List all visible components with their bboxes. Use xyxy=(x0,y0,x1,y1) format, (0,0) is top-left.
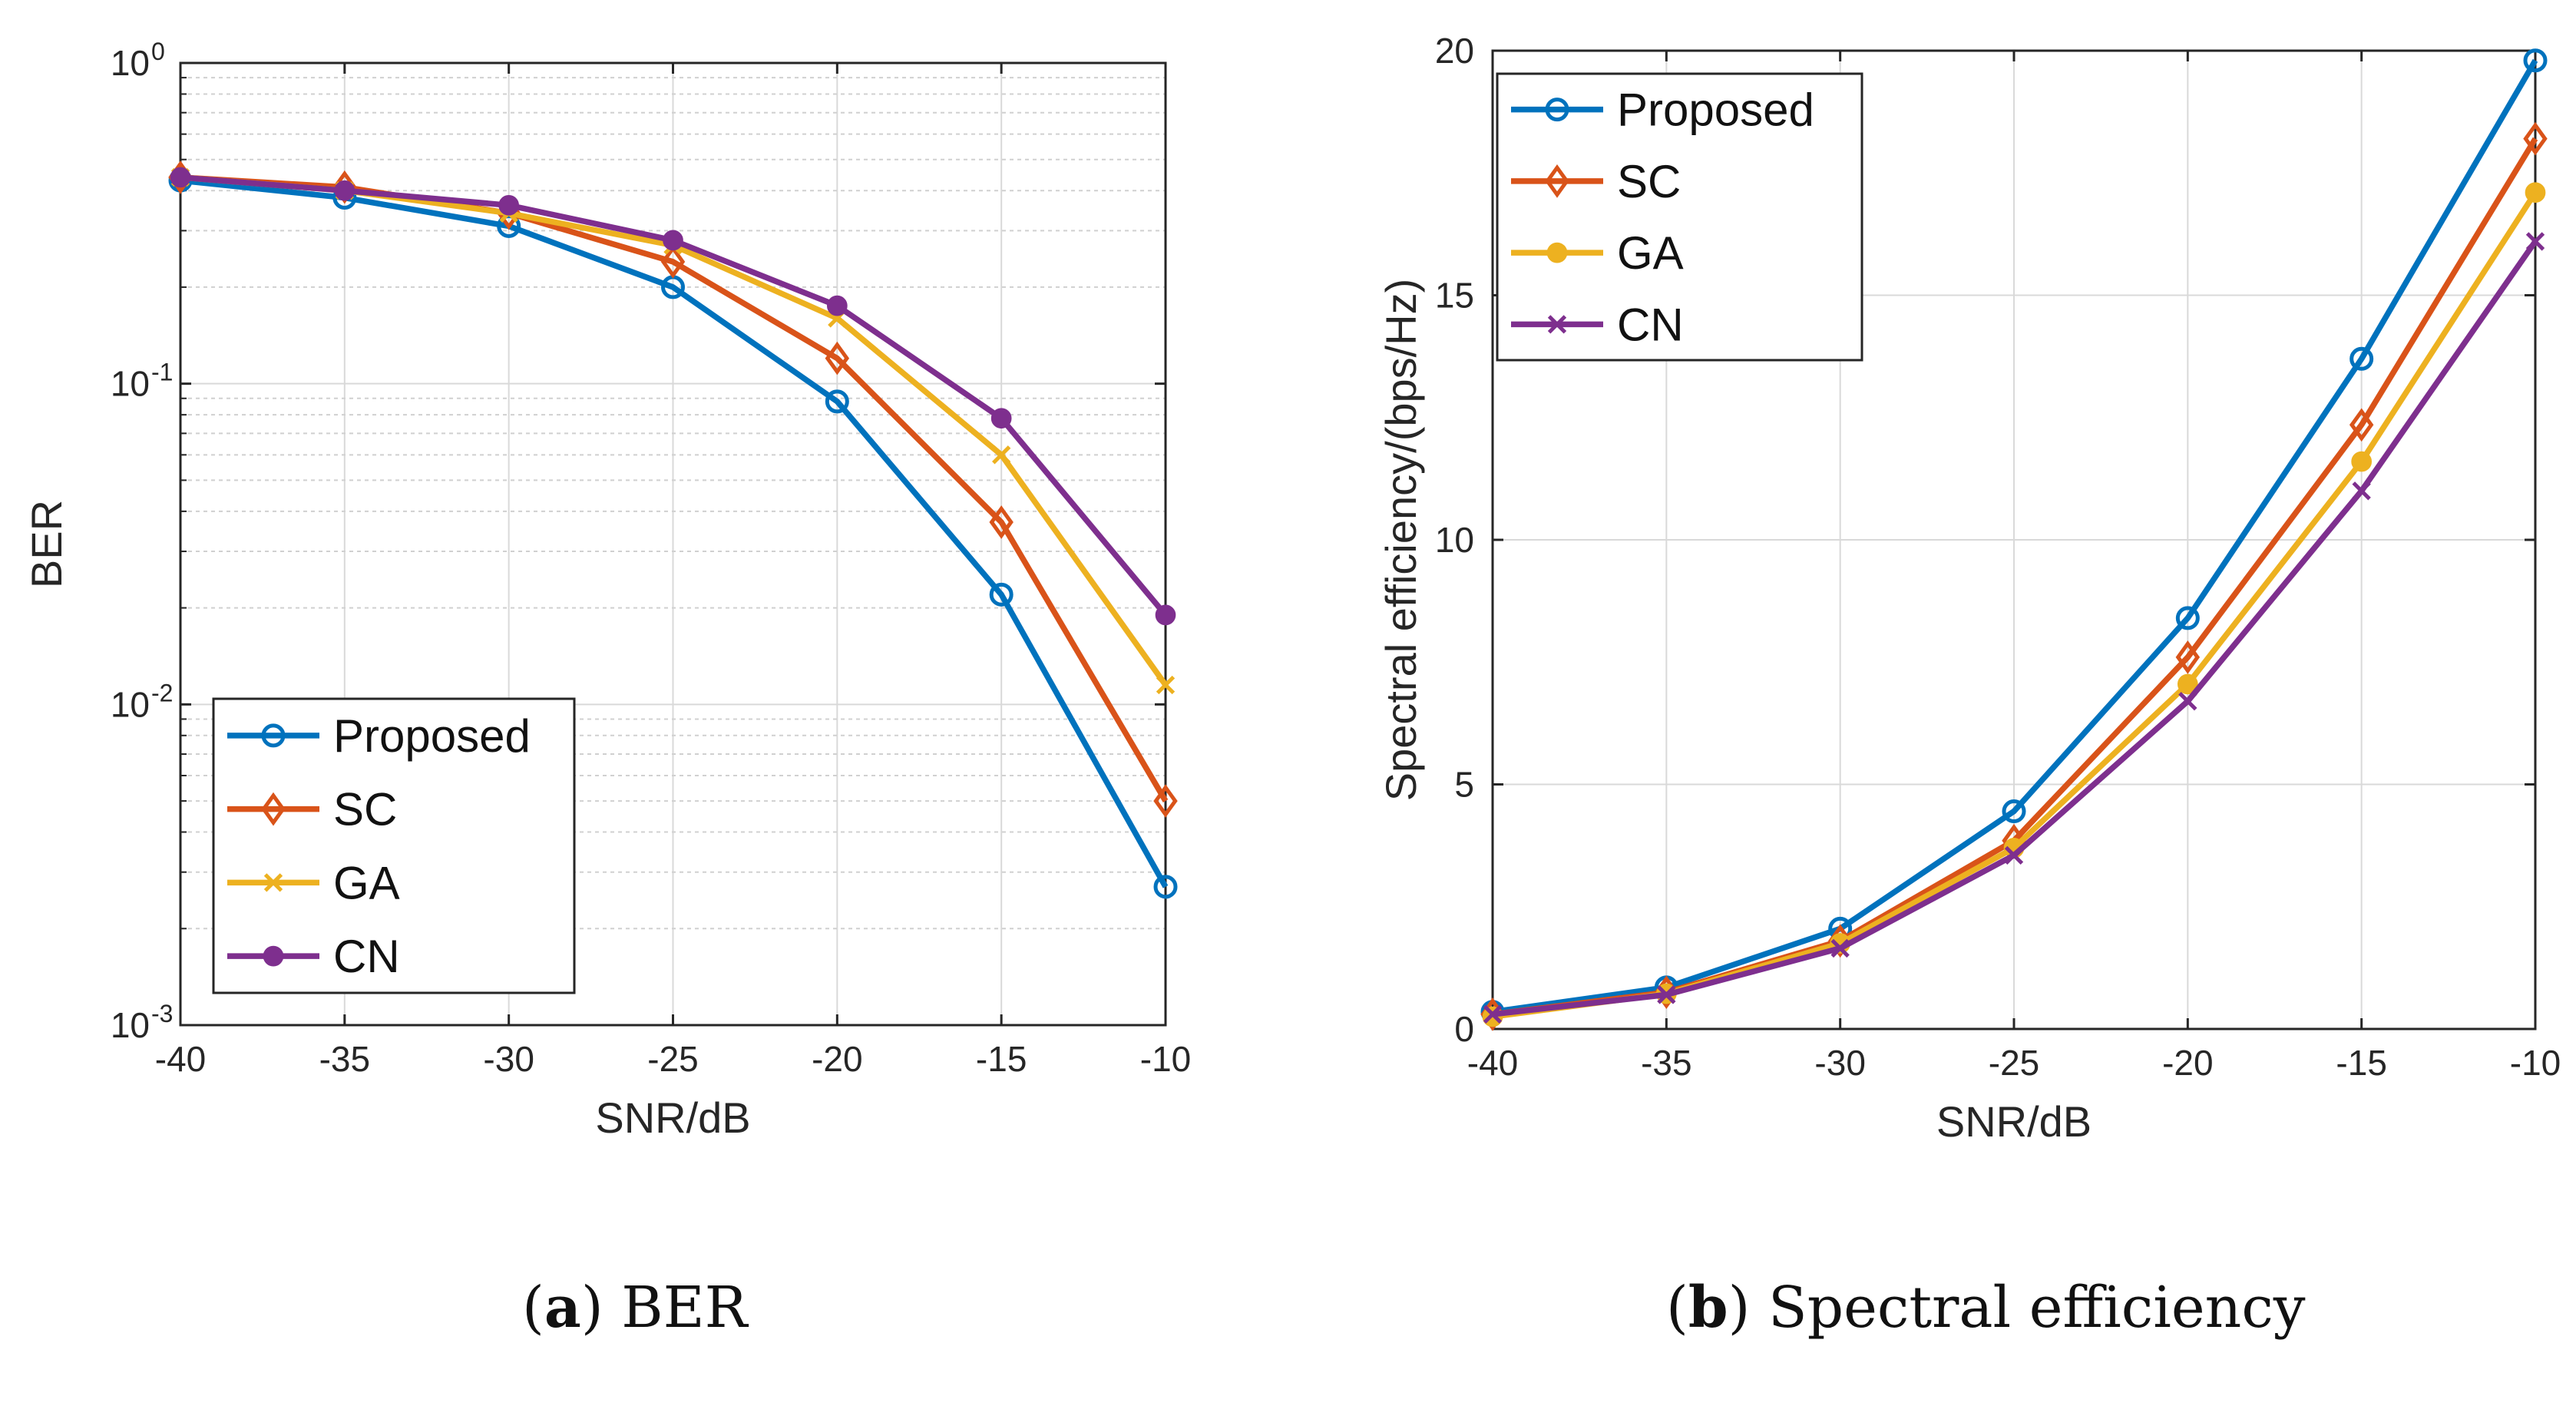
data-point xyxy=(660,245,686,279)
x-tick-label: -30 xyxy=(483,1039,534,1079)
data-point xyxy=(2351,451,2373,472)
legend: Proposed SC GA CN xyxy=(1496,72,1863,362)
caption-b-letter: b xyxy=(1688,1275,1728,1341)
data-point xyxy=(1155,604,1176,626)
legend-label: SC xyxy=(1617,156,1681,207)
x-axis-label: SNR/dB xyxy=(595,1093,750,1142)
grid xyxy=(180,63,1166,1025)
legend-label: Proposed xyxy=(1617,84,1814,136)
x-tick-label: -35 xyxy=(319,1039,370,1079)
legend-box xyxy=(212,697,576,994)
y-axis-label: BER xyxy=(22,500,71,588)
data-point xyxy=(2525,232,2545,251)
x-tick-label: -40 xyxy=(1467,1043,1518,1083)
data-point xyxy=(663,230,683,251)
x-tick-label: -20 xyxy=(812,1039,862,1079)
data-point xyxy=(1830,938,1850,958)
data-point xyxy=(334,180,355,201)
data-point xyxy=(2352,481,2371,501)
data-point xyxy=(1153,875,1178,899)
legend-marker xyxy=(1545,164,1569,198)
data-point xyxy=(826,295,848,316)
legend-marker xyxy=(1547,315,1567,334)
data-point xyxy=(2523,48,2548,73)
data-point xyxy=(2349,408,2374,442)
data-point xyxy=(2525,182,2546,203)
legend-marker xyxy=(261,792,286,826)
legend-marker xyxy=(1546,242,1568,263)
spectral-efficiency-chart: -40 -35 -30 -25 -20 -15 -10 0 5 10 15 20 SNR/dB Spect… xyxy=(1377,31,2561,1146)
x-tick-label: -35 xyxy=(1641,1043,1691,1083)
caption-a-text: BER xyxy=(603,1275,748,1341)
data-point xyxy=(498,194,520,216)
data-point xyxy=(1156,675,1176,695)
data-point xyxy=(1153,784,1178,818)
data-point xyxy=(2175,640,2201,674)
x-tick-label: -10 xyxy=(1140,1039,1191,1079)
data-point xyxy=(825,341,850,375)
legend-label: SC xyxy=(333,784,397,835)
data-point xyxy=(2178,692,2197,711)
series-cn xyxy=(1483,232,2545,1024)
caption-b: (b) Spectral efficiency xyxy=(1666,1275,2306,1341)
x-tick-label: -30 xyxy=(1814,1043,1865,1083)
legend-marker xyxy=(1545,98,1569,122)
x-tick-label: -40 xyxy=(155,1039,206,1079)
data-point xyxy=(1483,1004,1503,1024)
data-point xyxy=(2004,845,2024,865)
data-point xyxy=(989,582,1014,607)
y-tick-label: 10 xyxy=(111,684,150,724)
legend-box xyxy=(1496,72,1863,362)
y-tick-label: 5 xyxy=(1454,765,1474,805)
y-tick-exponent: -1 xyxy=(151,359,173,386)
legend-label: CN xyxy=(333,931,400,982)
data-point xyxy=(825,389,849,414)
data-point xyxy=(2349,346,2374,371)
y-tick-exponent: 0 xyxy=(151,38,165,65)
x-tick-label: -20 xyxy=(2162,1043,2213,1083)
y-tick-label: 0 xyxy=(1454,1009,1474,1049)
x-axis-label: SNR/dB xyxy=(1936,1097,2092,1146)
legend-marker xyxy=(263,873,283,892)
x-tick-label: -15 xyxy=(2336,1043,2386,1083)
y-tick-label: 10 xyxy=(111,43,150,83)
data-point xyxy=(990,408,1012,429)
series-cn xyxy=(170,167,1176,626)
caption-a-letter: a xyxy=(544,1275,581,1341)
legend: Proposed SC GA CN xyxy=(212,697,576,994)
legend-marker xyxy=(261,723,286,748)
legend-marker xyxy=(263,945,284,967)
caption-b-text: Spectral efficiency xyxy=(1750,1275,2306,1341)
data-point xyxy=(1657,985,1676,1004)
x-tick-label: -10 xyxy=(2510,1043,2561,1083)
x-tick-label: -15 xyxy=(976,1039,1027,1079)
data-point xyxy=(2175,606,2200,630)
y-tick-label: 10 xyxy=(1435,520,1474,560)
data-point xyxy=(992,445,1011,465)
x-tick-label: -25 xyxy=(647,1039,698,1079)
y-tick-exponent: -2 xyxy=(151,679,173,706)
y-tick-label: 15 xyxy=(1435,276,1474,316)
y-tick-label: 10 xyxy=(111,364,150,404)
y-tick-label: 20 xyxy=(1435,31,1474,71)
legend-label: Proposed xyxy=(333,710,531,762)
data-point xyxy=(2177,673,2198,695)
y-tick-exponent: -3 xyxy=(151,1000,173,1027)
legend-label: GA xyxy=(1617,227,1684,279)
data-point xyxy=(2002,799,2026,824)
legend-label: CN xyxy=(1617,299,1684,350)
data-point xyxy=(989,505,1014,539)
data-point xyxy=(2523,121,2548,156)
y-tick-label: 10 xyxy=(111,1005,150,1045)
y-axis-label: Spectral efficiency/(bps/Hz) xyxy=(1377,279,1425,802)
data-point xyxy=(170,167,191,188)
caption-a: (a) BER xyxy=(522,1275,748,1341)
legend-label: GA xyxy=(333,857,400,908)
x-tick-label: -25 xyxy=(1989,1043,2039,1083)
